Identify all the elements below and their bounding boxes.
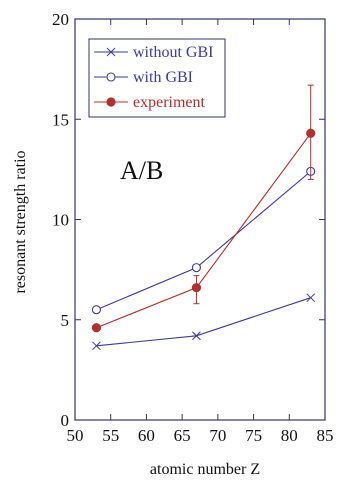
legend-entry-experiment: experiment <box>94 94 206 111</box>
legend-swatch-marker-experiment <box>106 97 116 107</box>
y-tick-label-1: 5 <box>61 311 70 330</box>
axes-layer: 50 55 60 65 70 75 80 85 0 5 10 15 20 <box>52 10 334 445</box>
legend-entry-with-gbi: with GBI <box>94 69 193 86</box>
x-tick-label-3: 65 <box>174 426 191 445</box>
y-tick-label-4: 20 <box>52 10 69 29</box>
data-point-without-gbi-0 <box>92 341 101 351</box>
data-point-without-gbi-1-stroke-b <box>192 331 201 341</box>
legend-swatch-marker-experiment-circle <box>106 97 116 107</box>
series-line-with-gbi <box>96 170 312 311</box>
legend: without GBI with GBI experiment <box>88 38 226 118</box>
legend-swatch-marker-with-gbi-circle <box>106 72 116 82</box>
data-point-with-gbi-0-circle <box>91 305 101 315</box>
chart-annotation: A/B <box>120 156 163 185</box>
x-tick-label-7: 85 <box>317 426 334 445</box>
data-point-without-gbi-1 <box>192 331 201 341</box>
y-tick-label-3: 15 <box>52 110 69 129</box>
plot-layer <box>91 84 316 351</box>
data-point-without-gbi-2-stroke-b <box>306 293 316 303</box>
legend-label-with-gbi: with GBI <box>133 69 193 86</box>
legend-swatch-marker-without-gbi <box>106 47 116 57</box>
data-point-experiment-2-circle <box>306 128 316 138</box>
data-point-experiment-0 <box>91 323 102 333</box>
data-point-without-gbi-0-stroke-b <box>92 341 101 351</box>
data-point-experiment-1 <box>191 283 202 293</box>
data-point-with-gbi-1 <box>191 263 201 273</box>
series-line-without-gbi <box>96 297 311 347</box>
x-tick-label-6: 80 <box>281 426 298 445</box>
data-point-experiment-0-circle <box>91 323 102 333</box>
x-tick-label-1: 55 <box>102 426 119 445</box>
y-axis-label: resonant strength ratio <box>12 150 29 293</box>
legend-items: without GBI with GBI experiment <box>94 44 213 111</box>
data-point-with-gbi-0 <box>91 305 101 315</box>
x-tick-label-2: 60 <box>138 426 155 445</box>
legend-label-without-gbi: without GBI <box>133 44 213 61</box>
x-tick-label-5: 75 <box>245 426 262 445</box>
data-point-experiment-2 <box>306 128 316 138</box>
legend-swatch-marker-without-gbi-stroke-b <box>106 47 116 57</box>
legend-swatch-marker-with-gbi <box>106 72 116 82</box>
legend-entry-without-gbi: without GBI <box>94 44 213 61</box>
y-tick-label-0: 0 <box>61 411 70 430</box>
data-point-with-gbi-1-circle <box>191 263 201 273</box>
data-point-without-gbi-2 <box>306 293 316 303</box>
x-tick-label-0: 50 <box>67 426 84 445</box>
data-point-experiment-1-circle <box>191 283 202 293</box>
x-tick-label-4: 70 <box>209 426 226 445</box>
legend-label-experiment: experiment <box>133 94 206 111</box>
x-axis-label: atomic number Z <box>150 461 260 478</box>
y-tick-label-2: 10 <box>52 211 69 230</box>
